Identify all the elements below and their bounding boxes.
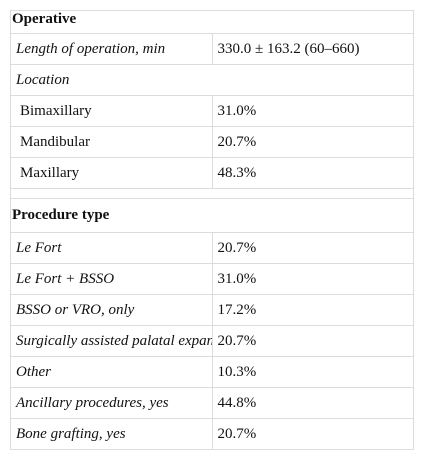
label-cell: Maxillary bbox=[10, 157, 213, 189]
value-cell: 330.0 ± 163.2 (60–660) bbox=[211, 33, 414, 65]
label-cell: BSSO or VRO, only bbox=[10, 294, 213, 326]
value-cell: 44.8% bbox=[211, 387, 414, 419]
value-cell: 48.3% bbox=[211, 157, 414, 189]
row: Le Fort 20.7% bbox=[10, 232, 414, 264]
data-table: Operative Length of operation, min 330.0 … bbox=[10, 10, 414, 450]
value-cell: 10.3% bbox=[211, 356, 414, 388]
value-cell: 31.0% bbox=[211, 95, 414, 127]
label-cell: Le Fort bbox=[10, 232, 213, 264]
row: Mandibular 20.7% bbox=[10, 126, 414, 158]
label-cell: Le Fort + BSSO bbox=[10, 263, 213, 295]
section-row: Procedure type bbox=[10, 198, 414, 233]
label-cell: Ancillary procedures, yes bbox=[10, 387, 213, 419]
label-cell: Bone grafting, yes bbox=[10, 418, 213, 450]
value-cell: 20.7% bbox=[211, 126, 414, 158]
label-cell: Other bbox=[10, 356, 213, 388]
row: Maxillary 48.3% bbox=[10, 157, 414, 189]
row: Le Fort + BSSO 31.0% bbox=[10, 263, 414, 295]
row: BSSO or VRO, only 17.2% bbox=[10, 294, 414, 326]
row: Surgically assisted palatal expansion20.… bbox=[10, 325, 414, 357]
value-cell: 17.2% bbox=[211, 294, 414, 326]
spacer-cell bbox=[10, 188, 414, 199]
section-title: Operative bbox=[10, 10, 414, 34]
row: Location bbox=[10, 64, 414, 96]
row: Bone grafting, yes 20.7% bbox=[10, 418, 414, 450]
label-cell: Mandibular bbox=[10, 126, 213, 158]
label-cell: Surgically assisted palatal expansion bbox=[10, 325, 213, 357]
value-cell: 20.7% bbox=[211, 232, 414, 264]
label-cell: Location bbox=[10, 64, 414, 96]
spacer-row bbox=[10, 188, 414, 199]
row: Bimaxillary 31.0% bbox=[10, 95, 414, 127]
section-title: Procedure type bbox=[10, 198, 414, 233]
label-cell: Length of operation, min bbox=[10, 33, 213, 65]
value-cell: 31.0% bbox=[211, 263, 414, 295]
label-cell: Bimaxillary bbox=[10, 95, 213, 127]
section-row: Operative bbox=[10, 10, 414, 34]
row: Other 10.3% bbox=[10, 356, 414, 388]
value-cell: 20.7% bbox=[211, 325, 414, 357]
value-cell: 20.7% bbox=[211, 418, 414, 450]
row: Length of operation, min 330.0 ± 163.2 (6… bbox=[10, 33, 414, 65]
row: Ancillary procedures, yes 44.8% bbox=[10, 387, 414, 419]
